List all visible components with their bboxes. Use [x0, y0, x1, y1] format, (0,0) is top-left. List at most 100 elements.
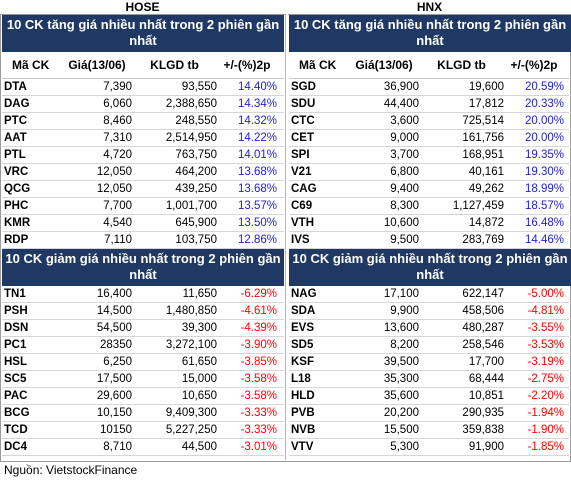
stock-volume: 1,127,459: [452, 200, 504, 212]
stock-code: C69: [291, 200, 313, 212]
stock-code: PSH: [4, 305, 28, 317]
table-row: VTH 10,600 14,872 16.48%: [289, 215, 571, 232]
stock-price: 36,900: [383, 81, 419, 93]
stock-code: SGD: [291, 81, 316, 93]
stock-volume: 168,951: [462, 149, 504, 161]
stock-price: 7,700: [103, 200, 132, 212]
stock-volume: 248,550: [175, 115, 217, 127]
stock-code: SD5: [291, 339, 314, 351]
stock-code: SDU: [291, 98, 316, 110]
stock-price: 5,300: [390, 441, 419, 453]
stock-code: EVS: [291, 322, 315, 334]
table-row: SGD 36,900 19,600 20.59%: [289, 79, 571, 96]
stock-price: 7,110: [104, 234, 132, 246]
stock-volume: 15,000: [181, 373, 217, 385]
stock-change: -2.75%: [527, 373, 564, 385]
stock-change: -5.00%: [527, 288, 564, 300]
stock-volume: 283,769: [462, 234, 504, 246]
table-row: VRC 12,050 464,200 13.68%: [2, 164, 284, 181]
stock-volume: 40,161: [468, 166, 504, 178]
table-row: PAC 29,600 10,650 -3.58%: [2, 388, 284, 405]
stock-code: SC5: [4, 373, 27, 385]
header-code: Mã CK: [12, 58, 50, 72]
stock-volume: 68,444: [468, 373, 504, 385]
table-row: PTC 8,460 248,550 14.32%: [2, 113, 284, 130]
table-row: V21 6,800 40,161 19.30%: [289, 164, 571, 181]
stock-code: PC1: [4, 339, 27, 351]
stock-volume: 103,750: [175, 234, 217, 246]
stock-change: -3.90%: [240, 339, 277, 351]
stock-price: 10150: [100, 424, 132, 436]
stock-volume: 359,838: [462, 424, 504, 436]
stock-volume: 464,200: [175, 166, 217, 178]
stock-volume: 3,272,100: [165, 339, 217, 351]
stock-volume: 2,514,950: [165, 132, 217, 144]
stock-price: 12,050: [96, 183, 132, 195]
header-price: Giá(13/06): [68, 58, 126, 72]
stock-change: -1.94%: [527, 407, 564, 419]
hnx-panel: 10 CK tăng giá nhiều nhất trong 2 phiên …: [289, 15, 571, 456]
losers-heading: 10 CK giảm giá nhiều nhất trong 2 phiên …: [2, 249, 284, 286]
table-row: QCG 12,050 439,250 13.68%: [2, 181, 284, 198]
stock-volume: 2,388,650: [165, 98, 217, 110]
table-row: HSL 6,250 61,650 -3.85%: [2, 354, 284, 371]
stock-code: HSL: [4, 356, 27, 368]
stock-change: -2.20%: [527, 390, 564, 402]
header-change: +/-(%)2p: [510, 58, 558, 72]
table-row: DTA 7,390 93,550 14.40%: [2, 79, 284, 96]
stock-price: 28350: [100, 339, 132, 351]
header-volume: KLGD tb: [437, 58, 486, 72]
stock-code: DAG: [4, 98, 30, 110]
stock-price: 20,200: [383, 407, 419, 419]
stock-volume: 725,514: [462, 115, 504, 127]
stock-price: 35,600: [383, 390, 419, 402]
stock-volume: 258,546: [462, 339, 504, 351]
stock-change: -4.61%: [240, 305, 277, 317]
stock-code: PTC: [4, 115, 27, 127]
stock-change: -1.90%: [527, 424, 564, 436]
stock-change: 14.34%: [237, 98, 277, 110]
stock-code: VTH: [291, 217, 314, 229]
column-header-row: Mã CK Giá(13/06) KLGD tb +/-(%)2p: [289, 52, 571, 79]
stock-volume: 39,300: [181, 322, 217, 334]
stock-volume: 19,600: [468, 81, 504, 93]
stock-price: 17,500: [96, 373, 132, 385]
stock-code: CET: [291, 132, 314, 144]
stock-price: 39,500: [383, 356, 419, 368]
stock-price: 9,400: [390, 183, 419, 195]
stock-price: 4,720: [103, 149, 132, 161]
stock-code: DSN: [4, 322, 29, 334]
stock-code: VRC: [4, 166, 29, 178]
table-row: DAG 6,060 2,388,650 14.34%: [2, 96, 284, 113]
hose-panel: 10 CK tăng giá nhiều nhất trong 2 phiên …: [2, 15, 284, 456]
stock-price: 8,200: [390, 339, 419, 351]
stock-price: 8,710: [103, 441, 132, 453]
stock-code: SPI: [291, 149, 310, 161]
table-row: SPI 3,700 168,951 19.35%: [289, 147, 571, 164]
stock-volume: 161,756: [462, 132, 504, 144]
header-volume: KLGD tb: [150, 58, 199, 72]
stock-change: -4.81%: [527, 305, 564, 317]
stock-volume: 5,227,250: [165, 424, 217, 436]
stock-volume: 61,650: [181, 356, 217, 368]
stock-change: 18.99%: [524, 183, 564, 195]
stock-change: 13.68%: [237, 183, 277, 195]
stock-code: SDA: [291, 305, 316, 317]
stock-price: 9,000: [390, 132, 419, 144]
table-row: TN1 16,400 11,650 -6.29%: [2, 286, 284, 303]
stock-change: 14.40%: [237, 81, 277, 93]
table-row: PVB 20,200 290,935 -1.94%: [289, 405, 571, 422]
stock-code: CAG: [291, 183, 317, 195]
stock-volume: 9,409,300: [165, 407, 217, 419]
stock-price: 14,500: [96, 305, 132, 317]
stock-change: 20.59%: [524, 81, 564, 93]
stock-volume: 93,550: [181, 81, 217, 93]
stock-code: NVB: [291, 424, 316, 436]
table-row: CTC 3,600 725,514 20.00%: [289, 113, 571, 130]
stock-change: -3.85%: [240, 356, 277, 368]
hose-title: HOSE: [125, 0, 160, 14]
stock-change: -3.19%: [527, 356, 564, 368]
stock-change: -1.85%: [527, 441, 564, 453]
stock-code: RDP: [4, 234, 29, 246]
stock-price: 13,600: [383, 322, 419, 334]
